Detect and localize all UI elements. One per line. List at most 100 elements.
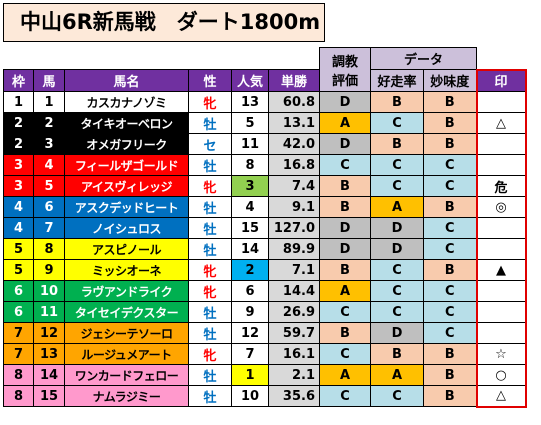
horse-name-cell: アイスヴィレッジ — [64, 175, 189, 197]
table-row: 2 2 タイキオーベロン牡 5 13.1 A C B △ — [3, 112, 527, 134]
kosoritsu-grade-cell: C — [370, 385, 424, 407]
mark-cell — [475, 238, 527, 260]
horse-name-cell: タイセイデクスター — [64, 301, 189, 323]
odds-cell: 7.4 — [268, 175, 320, 197]
pop-cell: 9 — [231, 301, 269, 323]
mimido-grade-cell: B — [423, 343, 477, 365]
uma-cell: 13 — [33, 343, 65, 365]
table-row: 6 10 ラヴアンドライク牝 6 14.4 A C C — [3, 280, 527, 302]
mark-cell: △ — [475, 112, 527, 134]
horse-name-cell: アスピノール — [64, 238, 189, 260]
pop-cell: 3 — [231, 175, 269, 197]
pop-cell: 11 — [231, 133, 269, 155]
chokyo-grade-cell: D — [319, 91, 371, 113]
mimido-grade-cell: B — [423, 259, 477, 281]
horse-name-cell: ルージュメアート — [64, 343, 189, 365]
odds-cell: 89.9 — [268, 238, 320, 260]
uma-cell: 15 — [33, 385, 65, 407]
sex-cell: 牡 — [188, 196, 232, 218]
waku-cell: 2 — [3, 133, 34, 155]
horse-name-cell: フィールザゴールド — [64, 154, 189, 176]
sex-cell: 牝 — [188, 259, 232, 281]
kosoritsu-grade-cell: C — [370, 175, 424, 197]
table-row: 7 13 ルージュメアート牝 7 16.1 C B B ☆ — [3, 343, 527, 365]
sex-cell: 牡 — [188, 385, 232, 407]
mimido-grade-cell: C — [423, 238, 477, 260]
chokyo-grade-cell: C — [319, 343, 371, 365]
mimido-grade-cell: B — [423, 112, 477, 134]
odds-cell: 13.1 — [268, 112, 320, 134]
header-pop: 人気 — [231, 69, 269, 92]
chokyo-grade-cell: B — [319, 196, 371, 218]
sex-cell: 牝 — [188, 175, 232, 197]
uma-cell: 8 — [33, 238, 65, 260]
header-name: 馬名 — [64, 69, 189, 92]
mimido-grade-cell: B — [423, 196, 477, 218]
table-row: 2 3 オメガフリークセ 11 42.0 D B B — [3, 133, 527, 155]
horse-name-cell: タイキオーベロン — [64, 112, 189, 134]
odds-cell: 16.8 — [268, 154, 320, 176]
mark-cell: 危 — [475, 175, 527, 197]
odds-cell: 35.6 — [268, 385, 320, 407]
sex-cell: 牝 — [188, 91, 232, 113]
odds-cell: 26.9 — [268, 301, 320, 323]
waku-cell: 7 — [3, 343, 34, 365]
kosoritsu-grade-cell: C — [370, 259, 424, 281]
mimido-grade-cell: C — [423, 217, 477, 239]
header-mark: 印 — [475, 68, 527, 92]
pop-cell: 5 — [231, 112, 269, 134]
horse-name-cell: オメガフリーク — [64, 133, 189, 155]
sex-cell: 牡 — [188, 217, 232, 239]
kosoritsu-grade-cell: C — [370, 301, 424, 323]
mark-cell — [475, 154, 527, 176]
mimido-grade-cell: B — [423, 364, 477, 386]
pop-cell: 14 — [231, 238, 269, 260]
mark-cell: ▲ — [475, 259, 527, 281]
chokyo-grade-cell: B — [319, 175, 371, 197]
pop-cell: 2 — [231, 259, 269, 281]
entry-table: 調教 評価 データ 枠 馬 馬名 性 人気 単勝 好走率 妙味度 印 1 1 カスカナ… — [3, 47, 527, 408]
waku-cell: 3 — [3, 175, 34, 197]
mark-cell: △ — [475, 385, 527, 408]
kosoritsu-grade-cell: C — [370, 112, 424, 134]
uma-cell: 1 — [33, 91, 65, 113]
pop-cell: 7 — [231, 343, 269, 365]
sex-cell: 牡 — [188, 301, 232, 323]
horse-name-cell: アスクデッドヒート — [64, 196, 189, 218]
horse-name-cell: ミッシオーネ — [64, 259, 189, 281]
chokyo-grade-cell: D — [319, 217, 371, 239]
table-row: 7 12 ジェシーテソーロ牡 12 59.7 B D C — [3, 322, 527, 344]
chokyo-grade-cell: B — [319, 259, 371, 281]
waku-cell: 2 — [3, 112, 34, 134]
uma-cell: 12 — [33, 322, 65, 344]
chokyo-grade-cell: A — [319, 112, 371, 134]
odds-cell: 60.8 — [268, 91, 320, 113]
uma-cell: 5 — [33, 175, 65, 197]
header-waku: 枠 — [3, 69, 34, 92]
table-row: 3 4 フィールザゴールド牡 8 16.8 C C C — [3, 154, 527, 176]
chokyo-grade-cell: B — [319, 322, 371, 344]
odds-cell: 16.1 — [268, 343, 320, 365]
odds-cell: 42.0 — [268, 133, 320, 155]
sex-cell: 牡 — [188, 238, 232, 260]
kosoritsu-grade-cell: B — [370, 343, 424, 365]
mark-cell — [475, 322, 527, 344]
kosoritsu-grade-cell: B — [370, 91, 424, 113]
horse-name-cell: カスカナノゾミ — [64, 91, 189, 113]
mimido-grade-cell: C — [423, 301, 477, 323]
waku-cell: 4 — [3, 217, 34, 239]
horse-name-cell: ノイシュロス — [64, 217, 189, 239]
page-title: 中山6R新馬戦 ダート1800m — [3, 3, 325, 42]
waku-cell: 6 — [3, 301, 34, 323]
pop-cell: 12 — [231, 322, 269, 344]
mimido-grade-cell: C — [423, 280, 477, 302]
kosoritsu-grade-cell: C — [370, 280, 424, 302]
mark-cell — [475, 301, 527, 323]
uma-cell: 11 — [33, 301, 65, 323]
mimido-grade-cell: B — [423, 91, 477, 113]
table-row: 4 6 アスクデッドヒート牡 4 9.1 B A B ◎ — [3, 196, 527, 218]
chokyo-grade-cell: D — [319, 133, 371, 155]
uma-cell: 3 — [33, 133, 65, 155]
header-sex: 性 — [188, 69, 232, 92]
sex-cell: 牡 — [188, 364, 232, 386]
